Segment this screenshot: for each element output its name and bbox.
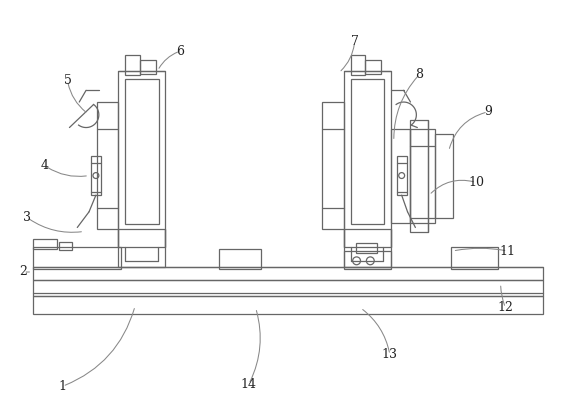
Bar [344, 230, 391, 247]
Bar [97, 102, 118, 230]
Bar [140, 60, 156, 74]
Text: 7: 7 [351, 35, 359, 48]
Text: 8: 8 [416, 68, 423, 81]
Bar [219, 249, 261, 269]
Bar [33, 247, 121, 269]
Text: 12: 12 [498, 301, 514, 314]
Text: 13: 13 [382, 348, 398, 361]
Text: 3: 3 [24, 211, 32, 224]
Bar [410, 130, 435, 223]
Bar [451, 247, 498, 269]
Bar [351, 79, 384, 224]
Bar [391, 130, 410, 223]
Text: 5: 5 [64, 74, 71, 87]
Text: 6: 6 [176, 45, 184, 58]
Bar [59, 242, 72, 250]
Bar [344, 251, 391, 269]
Bar [125, 55, 140, 75]
Bar [435, 134, 453, 218]
Bar [351, 55, 366, 75]
Bar [322, 102, 344, 230]
Bar [125, 79, 158, 224]
Text: 1: 1 [59, 380, 67, 393]
Text: 14: 14 [241, 378, 257, 391]
Bar [366, 60, 381, 74]
Bar [33, 266, 543, 280]
Bar [33, 296, 543, 314]
Bar [118, 71, 165, 266]
Bar [356, 243, 377, 253]
Bar [91, 156, 101, 195]
Text: 4: 4 [41, 159, 49, 172]
Text: 9: 9 [484, 105, 492, 118]
Text: 10: 10 [468, 176, 484, 189]
Bar [33, 280, 543, 296]
Text: 11: 11 [499, 245, 515, 258]
Bar [410, 120, 428, 232]
Bar [397, 156, 406, 195]
Text: 2: 2 [20, 265, 28, 278]
Bar [118, 230, 165, 247]
Bar [33, 239, 57, 249]
Bar [344, 71, 391, 266]
